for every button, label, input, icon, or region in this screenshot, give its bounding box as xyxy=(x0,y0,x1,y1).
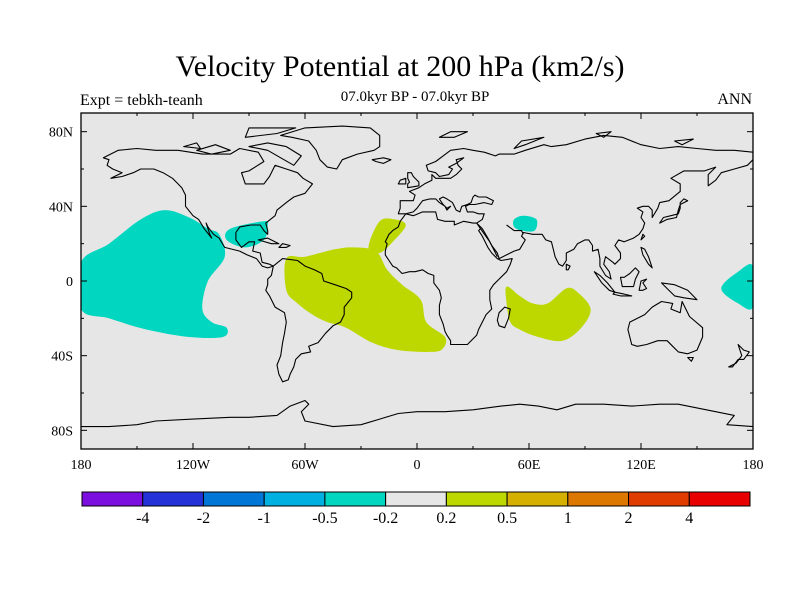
colorbar-box-8 xyxy=(567,491,630,507)
region-north-africa-positive xyxy=(368,218,406,254)
colorbar: -4 -2 -1 -0.5 -0.2 0.2 0.5 1 2 4 xyxy=(81,491,751,527)
coast-novaya-zemlya xyxy=(513,136,545,150)
colorbar-label-1: -2 xyxy=(197,510,210,527)
region-middle-east-negative xyxy=(513,215,538,232)
coast-philippines xyxy=(640,246,653,269)
colorbar-box-4 xyxy=(324,491,387,507)
coast-new-siberian-islands xyxy=(674,138,694,146)
colorbar-box-5 xyxy=(385,491,447,507)
region-atlantic-africa-positive xyxy=(284,247,447,352)
contour-regions xyxy=(81,210,753,352)
colorbar-label-0: -4 xyxy=(136,510,149,527)
coast-madagascar xyxy=(496,306,511,329)
colorbar-label-3: -0.5 xyxy=(312,510,337,527)
coast-africa xyxy=(384,211,513,346)
colorbar-box-2 xyxy=(202,491,265,507)
coast-new-guinea xyxy=(660,282,698,301)
colorbar-box-10 xyxy=(688,491,751,507)
coast-ireland xyxy=(397,177,407,185)
colorbar-box-9 xyxy=(628,491,690,507)
colorbar-box-0 xyxy=(81,491,144,507)
lon-tick-label-3: 0 xyxy=(414,458,421,473)
coast-sri-lanka xyxy=(565,263,571,271)
colorbar-label-4: -0.2 xyxy=(373,510,398,527)
lon-tick-label-0: 180 xyxy=(71,458,92,473)
colorbar-label-7: 1 xyxy=(564,510,572,527)
coast-new-zealand xyxy=(728,343,750,368)
lon-tick-label-4: 60E xyxy=(518,458,541,473)
coast-hispaniola xyxy=(278,243,291,248)
coast-greenland xyxy=(280,125,381,170)
lat-tick-label-1: 40N xyxy=(49,200,73,215)
coast-eurasia xyxy=(397,134,753,280)
region-west-pacific-negative xyxy=(721,263,753,310)
lon-tick-label-6: 180 xyxy=(743,458,764,473)
colorbar-label-9: 4 xyxy=(685,510,693,527)
coast-svalbard xyxy=(438,131,468,138)
map-subtitle: 07.0kyr BP - 07.0kyr BP xyxy=(340,89,490,105)
colorbar-label-8: 2 xyxy=(625,510,633,527)
coast-cuba xyxy=(257,237,280,245)
coast-australia xyxy=(627,300,704,355)
region-indian-ocean-positive xyxy=(505,286,591,342)
lon-tick-label-2: 60W xyxy=(291,458,319,473)
experiment-label: Expt = tebkh-teanh xyxy=(80,92,203,109)
coast-north-america xyxy=(102,147,314,269)
coast-arabia-iran-gulf xyxy=(506,224,524,235)
colorbar-box-1 xyxy=(142,491,204,507)
lon-tick-label-5: 120E xyxy=(626,458,656,473)
colorbar-label-6: 0.5 xyxy=(497,510,517,527)
axis-ticks: 180 120W 60W 0 60E 120E 180 80N 40N 0 40S 80S xyxy=(49,113,764,473)
region-east-pacific-negative xyxy=(81,210,228,339)
coast-sulawesi xyxy=(638,278,648,291)
coast-uk xyxy=(407,172,420,189)
coast-red-sea xyxy=(480,228,498,257)
coast-japan xyxy=(659,198,689,224)
coast-ellesmere xyxy=(244,127,297,138)
lat-tick-label-4: 80S xyxy=(51,424,73,439)
coast-baffin xyxy=(248,142,302,166)
lat-tick-label-2: 0 xyxy=(66,275,73,290)
coast-java xyxy=(612,291,633,297)
coastlines xyxy=(81,125,753,428)
coast-victoria-island xyxy=(196,144,231,155)
lon-tick-label-1: 120W xyxy=(176,458,211,473)
coast-south-america xyxy=(265,258,353,383)
colorbar-label-5: 0.2 xyxy=(436,510,456,527)
map-title: Velocity Potential at 200 hPa (km2/s) xyxy=(175,50,625,83)
colorbar-box-3 xyxy=(263,491,326,507)
colorbar-box-7 xyxy=(506,491,569,507)
coast-tasmania xyxy=(687,356,694,362)
lat-tick-label-3: 40S xyxy=(51,350,73,365)
season-label: ANN xyxy=(717,91,752,108)
coast-borneo xyxy=(619,267,640,288)
coast-severnaya-zemlya xyxy=(595,131,612,138)
colorbar-label-2: -1 xyxy=(258,510,271,527)
coast-banks-island xyxy=(183,142,202,150)
coast-iceland xyxy=(371,157,392,164)
coast-taiwan xyxy=(640,233,646,241)
lat-tick-label-0: 80N xyxy=(49,126,73,141)
coast-antarctica xyxy=(81,399,753,428)
region-caribbean-negative xyxy=(225,221,269,248)
colorbar-box-6 xyxy=(445,491,508,507)
